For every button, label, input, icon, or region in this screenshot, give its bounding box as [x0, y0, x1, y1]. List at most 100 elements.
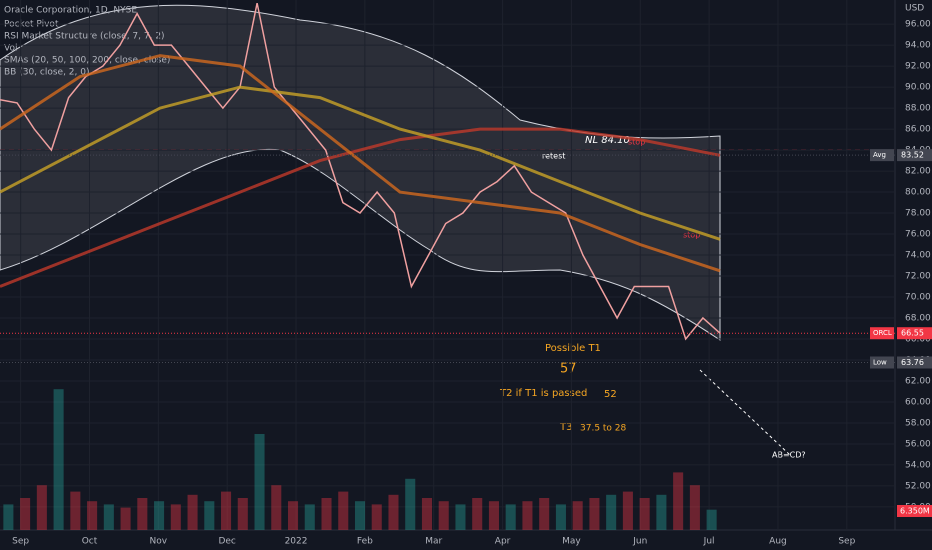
moving-average	[0, 85, 721, 241]
y-tick-label: 62.00	[905, 376, 931, 386]
y-tick-label: 68.00	[905, 314, 931, 324]
y-tick-label: 80.00	[905, 188, 931, 198]
volume-bar	[154, 501, 165, 530]
x-tick-label: Sep	[838, 537, 855, 547]
x-tick-label: Mar	[425, 537, 442, 547]
volume-bar	[405, 478, 416, 530]
x-tick-label: Jul	[703, 537, 715, 547]
price-tag-value: 63.76	[901, 358, 924, 367]
moving-average	[0, 54, 721, 273]
axis-unit: USD	[905, 4, 924, 14]
volume-bar	[271, 485, 282, 530]
annotation: Possible T1	[545, 343, 601, 354]
volume-bar	[421, 498, 432, 530]
y-tick-label: 70.00	[905, 293, 931, 303]
x-tick-label: Sep	[12, 537, 29, 547]
legend-text: SMAs (20, 50, 100, 200, close, close)	[4, 56, 170, 66]
volume-bar	[237, 498, 248, 530]
price-tag-label: ORCL	[873, 329, 892, 337]
volume-bar	[455, 504, 466, 530]
volume-bar	[137, 498, 148, 530]
x-tick-label: Aug	[769, 537, 787, 547]
annotation: T3	[559, 422, 572, 433]
volume-bar	[522, 501, 533, 530]
volume-bar	[170, 504, 181, 530]
volume-bar	[53, 389, 64, 530]
y-tick-label: 58.00	[905, 418, 931, 428]
annotation: AB=CD?	[772, 451, 806, 460]
y-tick-label: 66.00	[905, 334, 931, 344]
x-tick-label: Jun	[632, 537, 647, 547]
price-tag-label: 6.350M	[900, 507, 930, 516]
volume-bar	[656, 494, 667, 530]
y-tick-label: 96.00	[905, 20, 931, 30]
y-tick-label: 78.00	[905, 209, 931, 219]
price-tag-label: Avg	[873, 151, 886, 159]
volume-bar	[87, 501, 98, 530]
x-tick-label: Dec	[218, 537, 235, 547]
x-tick-label: Nov	[150, 537, 168, 547]
y-tick-label: 54.00	[905, 460, 931, 470]
volume-bar	[20, 498, 31, 530]
annotation: NL 84.10	[585, 135, 630, 146]
volume-bar	[388, 494, 399, 530]
volume-bar	[254, 434, 265, 530]
volume-bar	[689, 485, 700, 530]
volume-bar	[706, 509, 717, 530]
price-tag	[870, 149, 894, 162]
y-tick-label: 76.00	[905, 230, 931, 240]
price-tag	[897, 327, 932, 340]
volume-bar	[338, 491, 349, 530]
price-tag-label: Low	[873, 358, 887, 366]
volume-bar	[438, 501, 449, 530]
x-tick-label: Apr	[495, 537, 511, 547]
x-tick-label: Feb	[357, 537, 373, 547]
volume-bar	[555, 504, 566, 530]
volume-bar	[673, 472, 684, 530]
legend-text: RSI Market Structure (close, 7, 7, 2)	[4, 32, 165, 42]
volume-bar	[187, 494, 198, 530]
y-tick-label: 72.00	[905, 272, 931, 282]
volume-bar	[288, 501, 299, 530]
price-tag	[897, 149, 932, 162]
y-tick-label: 94.00	[905, 41, 931, 51]
y-tick-label: 60.00	[905, 397, 931, 407]
price-tag-value: 66.55	[901, 329, 924, 338]
y-tick-label: 56.00	[905, 439, 931, 449]
volume-bar	[103, 504, 114, 530]
y-tick-label: 90.00	[905, 83, 931, 93]
y-tick-label: 86.00	[905, 125, 931, 135]
volume-bar	[3, 504, 14, 530]
price-line	[0, 2, 721, 341]
annotation: stop	[683, 231, 700, 240]
volume-bar	[36, 485, 47, 530]
annotation: 52	[604, 389, 617, 400]
x-tick-label: Oct	[82, 537, 98, 547]
price-tag	[897, 505, 932, 517]
volume-bar	[221, 491, 232, 530]
y-tick-label: 52.00	[905, 481, 931, 491]
annotation: stop	[628, 138, 645, 147]
volume-bar	[488, 501, 499, 530]
annotation: 57	[560, 362, 577, 377]
price-tag-value: 83.52	[901, 151, 924, 160]
volume-bar	[639, 498, 650, 530]
legend-text: Oracle Corporation, 1D, NYSE	[4, 6, 137, 16]
volume-bar	[304, 504, 315, 530]
x-tick-label: 2022	[285, 537, 308, 547]
price-tag	[897, 356, 932, 369]
projection-line	[699, 369, 791, 456]
volume-bar	[505, 504, 516, 530]
annotation: T2 if T1 is passed	[499, 388, 587, 399]
volume-bar	[472, 498, 483, 530]
price-tag	[870, 327, 894, 340]
volume-bar	[589, 498, 600, 530]
price-tag	[870, 356, 894, 369]
volume-bar	[321, 498, 332, 530]
legend-text: Vol	[4, 44, 17, 54]
volume-bar	[70, 491, 81, 530]
y-tick-label: 92.00	[905, 62, 931, 72]
volume-bar	[572, 501, 583, 530]
